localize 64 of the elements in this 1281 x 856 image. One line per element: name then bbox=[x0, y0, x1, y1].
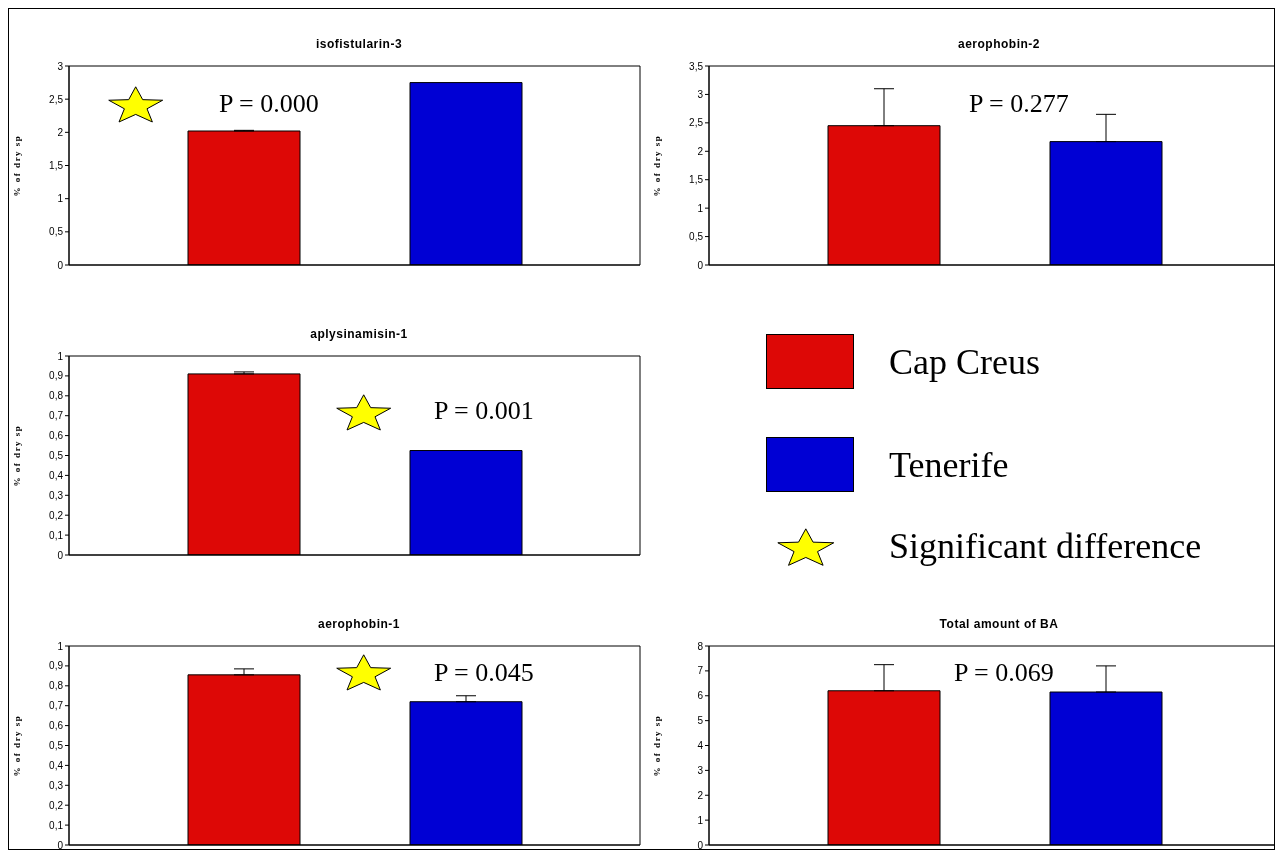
y-tick-label: 7 bbox=[697, 665, 704, 677]
y-tick-label: 1 bbox=[697, 814, 704, 826]
y-tick-label: 1 bbox=[57, 193, 64, 205]
legend-label: Cap Creus bbox=[889, 340, 1040, 383]
y-tick-label: 0,5 bbox=[49, 740, 64, 752]
chart-title: aerophobin-2 bbox=[957, 37, 1041, 51]
y-tick-label: 0,2 bbox=[49, 509, 64, 521]
y-tick-label: 0,6 bbox=[49, 720, 64, 732]
y-axis-title: % of dry sp bbox=[652, 714, 663, 777]
y-tick-label: 2 bbox=[697, 789, 704, 801]
y-tick-label: 5 bbox=[697, 715, 704, 727]
y-tick-label: 0,6 bbox=[49, 430, 64, 442]
y-tick-label: 0,9 bbox=[49, 370, 64, 382]
y-tick-label: 0,9 bbox=[49, 660, 64, 672]
y-tick-label: 0,5 bbox=[689, 231, 704, 243]
annotation: P = 0.000 bbox=[219, 89, 319, 119]
text: Significant difference bbox=[889, 525, 1202, 567]
y-tick-label: 0,5 bbox=[49, 226, 64, 238]
y-tick-label: 0,4 bbox=[49, 469, 64, 481]
annotation: P = 0.069 bbox=[954, 658, 1054, 688]
y-tick-label: 6 bbox=[697, 690, 704, 702]
y-tick-label: 0 bbox=[57, 549, 64, 561]
y-tick-label: 0,3 bbox=[49, 489, 64, 501]
legend-label: Tenerife bbox=[889, 443, 1009, 486]
y-tick-label: 2,5 bbox=[689, 117, 704, 129]
y-tick-label: 4 bbox=[697, 740, 704, 752]
chart-title: aplysinamisin-1 bbox=[309, 327, 409, 341]
y-tick-label: 0,1 bbox=[49, 819, 64, 831]
y-tick-label: 0,5 bbox=[49, 450, 64, 462]
y-tick-label: 3 bbox=[57, 60, 64, 72]
y-tick-label: 1 bbox=[697, 202, 704, 214]
y-tick-label: 0,1 bbox=[49, 529, 64, 541]
y-tick-label: 3 bbox=[697, 764, 704, 776]
y-tick-label: 3,5 bbox=[689, 60, 704, 72]
y-tick-label: 2 bbox=[57, 126, 64, 138]
chart-title: isofistularin-3 bbox=[314, 37, 404, 51]
annotation: P = 0.001 bbox=[434, 396, 534, 426]
y-tick-label: 1 bbox=[57, 350, 64, 362]
annotation: P = 0.045 bbox=[434, 658, 534, 688]
y-axis-title: % of dry sp bbox=[12, 134, 23, 197]
y-tick-label: 1 bbox=[57, 640, 64, 652]
y-tick-label: 1,5 bbox=[689, 174, 704, 186]
y-tick-label: 0 bbox=[57, 259, 64, 271]
annotation: P = 0.277 bbox=[969, 89, 1069, 119]
y-tick-label: 1,5 bbox=[49, 160, 64, 172]
y-tick-label: 0,8 bbox=[49, 680, 64, 692]
y-axis-title: % of dry sp bbox=[12, 424, 23, 487]
y-tick-label: 2 bbox=[697, 145, 704, 157]
chart-title: Total amount of BA bbox=[938, 617, 1060, 631]
y-tick-label: 8 bbox=[697, 640, 704, 652]
y-tick-label: 0,7 bbox=[49, 700, 64, 712]
y-axis-title: % of dry sp bbox=[652, 134, 663, 197]
y-tick-label: 0,8 bbox=[49, 390, 64, 402]
y-tick-label: 0 bbox=[697, 839, 704, 851]
y-tick-label: 0,4 bbox=[49, 759, 64, 771]
y-tick-label: 0 bbox=[697, 259, 704, 271]
y-tick-label: 2,5 bbox=[49, 93, 64, 105]
y-tick-label: 0,3 bbox=[49, 779, 64, 791]
y-tick-label: 0,7 bbox=[49, 410, 64, 422]
y-tick-label: 3 bbox=[697, 88, 704, 100]
chart-title: aerophobin-1 bbox=[317, 617, 401, 631]
y-tick-label: 0,2 bbox=[49, 799, 64, 811]
y-axis-title: % of dry sp bbox=[12, 714, 23, 777]
y-tick-label: 0 bbox=[57, 839, 64, 851]
